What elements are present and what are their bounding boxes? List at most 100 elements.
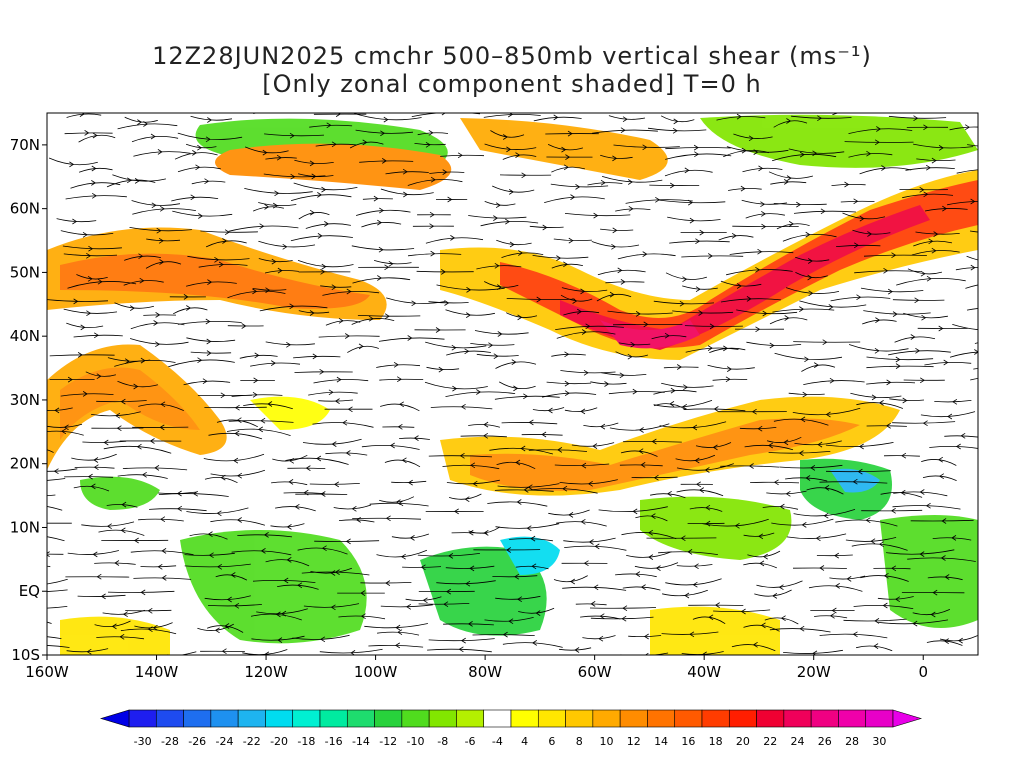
lat-tick-label: 70N xyxy=(10,136,40,154)
streamline-arrow xyxy=(442,169,448,175)
shading-region xyxy=(420,546,547,636)
streamline-arrow xyxy=(694,151,700,158)
streamline-arrow xyxy=(581,462,587,469)
streamline-arrow xyxy=(876,126,882,132)
streamline-arrow xyxy=(267,401,273,407)
streamline-arrow xyxy=(334,481,340,488)
streamline-arrow xyxy=(600,179,606,186)
streamline-arrow xyxy=(692,581,698,588)
streamline-arrow xyxy=(429,223,435,230)
streamline-arrow xyxy=(568,512,574,518)
streamline-arrow xyxy=(385,515,391,522)
streamline-arrow xyxy=(224,623,230,629)
streamline-arrow xyxy=(193,490,199,497)
streamline-arrow xyxy=(583,369,589,376)
streamline-arrow xyxy=(800,416,806,423)
streamline-arrow xyxy=(653,474,659,481)
streamline-arrow xyxy=(687,199,693,206)
colorbar-swatch xyxy=(210,709,239,728)
streamline-arrow xyxy=(177,505,183,512)
streamline-arrow xyxy=(206,338,212,345)
streamline-arrow xyxy=(682,658,686,663)
colorbar-label: 12 xyxy=(627,735,641,748)
streamline-arrow xyxy=(236,417,242,424)
streamline-arrow xyxy=(326,122,332,129)
streamline-arrow xyxy=(726,366,732,372)
streamline-arrow xyxy=(802,391,808,398)
streamline-arrow xyxy=(360,590,366,596)
lon-tick-label: 140W xyxy=(135,663,179,681)
streamline-arrow xyxy=(497,331,503,337)
streamline-arrow xyxy=(912,620,918,627)
colorbar-swatch xyxy=(647,709,676,728)
streamline-arrow xyxy=(878,541,884,548)
streamline xyxy=(966,308,978,311)
streamline-arrow xyxy=(523,487,529,493)
streamline-arrow xyxy=(892,311,898,317)
streamline-arrow xyxy=(400,553,406,560)
streamline-arrow xyxy=(778,584,784,591)
streamline-arrow xyxy=(622,116,628,123)
streamline-arrow xyxy=(241,323,247,329)
streamline-arrow xyxy=(581,329,587,335)
streamline-arrow xyxy=(699,229,705,236)
streamline-arrow xyxy=(553,114,559,121)
streamline-arrow xyxy=(233,457,239,464)
streamline-arrow xyxy=(460,637,466,644)
streamline-arrow xyxy=(345,450,351,456)
streamline-arrow xyxy=(435,327,441,333)
streamline-arrow xyxy=(518,250,524,256)
streamline-arrow xyxy=(640,584,646,590)
streamline-arrow xyxy=(459,452,465,459)
streamline-arrow xyxy=(111,623,117,630)
streamline-arrow xyxy=(761,223,767,230)
streamline-arrow xyxy=(92,551,98,558)
colorbar-swatch xyxy=(756,709,785,728)
streamline-arrow xyxy=(321,263,327,270)
streamline-arrow xyxy=(114,560,120,566)
streamline-arrow xyxy=(831,607,837,614)
streamline-arrow xyxy=(86,310,92,317)
streamline xyxy=(620,652,669,655)
streamline xyxy=(47,565,51,568)
streamline-arrow xyxy=(828,304,834,310)
streamline-arrow xyxy=(740,608,746,615)
streamline-arrow xyxy=(852,107,856,112)
streamline-arrow xyxy=(236,517,242,523)
streamline-arrow xyxy=(197,144,203,151)
streamline-arrow xyxy=(635,571,641,577)
colorbar-swatch xyxy=(565,709,594,728)
streamline xyxy=(983,293,1024,299)
streamline-arrow xyxy=(443,601,449,608)
streamline-arrow xyxy=(331,141,337,148)
streamline-arrow xyxy=(891,565,897,572)
colorbar-label: 30 xyxy=(872,735,886,748)
streamline-arrow xyxy=(834,583,840,589)
streamline-arrow xyxy=(689,631,695,638)
streamline-arrow xyxy=(100,593,106,600)
streamline-arrow xyxy=(693,563,699,570)
streamline-arrow xyxy=(580,288,586,295)
streamline-arrow xyxy=(805,231,811,238)
streamline-arrow xyxy=(321,545,327,552)
streamline-arrow xyxy=(186,305,192,311)
streamline-arrow xyxy=(430,250,436,257)
streamline-arrow xyxy=(160,401,166,408)
shading-region xyxy=(650,606,780,655)
colorbar-label: -26 xyxy=(188,735,206,748)
streamline-arrow xyxy=(316,455,322,462)
streamline-arrow xyxy=(277,267,283,274)
streamline-arrow xyxy=(736,283,742,289)
shading-region xyxy=(640,496,792,560)
streamline-arrow xyxy=(129,305,135,311)
streamline-arrow xyxy=(798,450,804,456)
colorbar-swatch xyxy=(183,709,212,728)
streamline-arrow xyxy=(86,648,92,655)
streamline-arrow xyxy=(147,626,153,633)
streamline-arrow xyxy=(620,127,626,134)
streamline-arrow xyxy=(207,279,213,285)
shading-region xyxy=(700,114,978,168)
streamline xyxy=(47,578,68,585)
streamline-arrow xyxy=(214,627,220,634)
streamline xyxy=(983,163,1024,169)
